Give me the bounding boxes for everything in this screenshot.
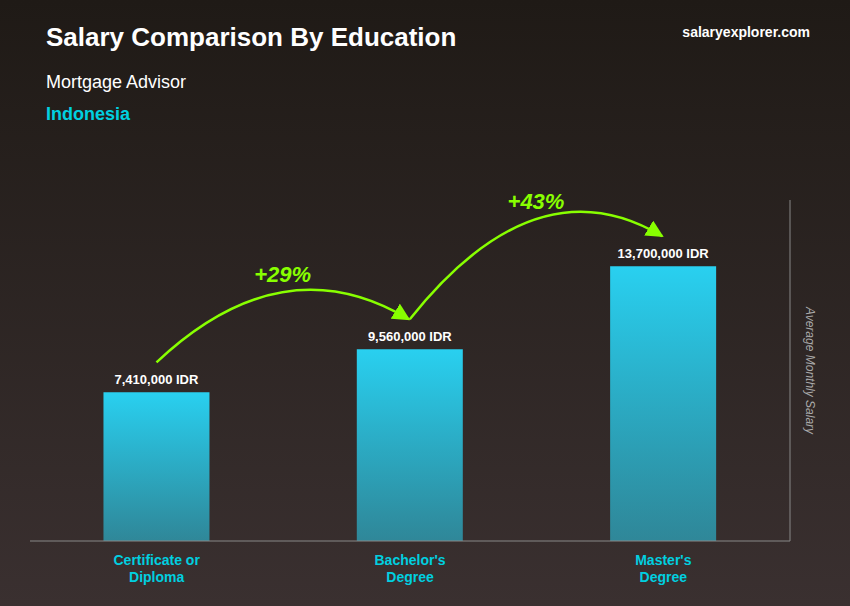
svg-text:9,560,000 IDR: 9,560,000 IDR [368,329,452,344]
svg-text:Average Monthly Salary: Average Monthly Salary [803,306,817,435]
html-text:salaryexplorer.com: salaryexplorer.com [682,24,810,40]
html-text:Salary Comparison By Education: Salary Comparison By Education [46,22,457,52]
html-text:Mortgage Advisor: Mortgage Advisor [46,72,187,92]
svg-text:7,410,000 IDR: 7,410,000 IDR [115,372,199,387]
svg-text:+43%: +43% [508,189,565,214]
svg-text:Certificate orDiploma: Certificate orDiploma [113,552,200,585]
svg-text:Master'sDegree: Master'sDegree [635,552,691,585]
svg-text:13,700,000 IDR: 13,700,000 IDR [618,246,710,261]
html-text:Indonesia: Indonesia [46,104,130,124]
svg-text:Bachelor'sDegree: Bachelor'sDegree [374,552,445,585]
svg-text:+29%: +29% [254,262,311,287]
